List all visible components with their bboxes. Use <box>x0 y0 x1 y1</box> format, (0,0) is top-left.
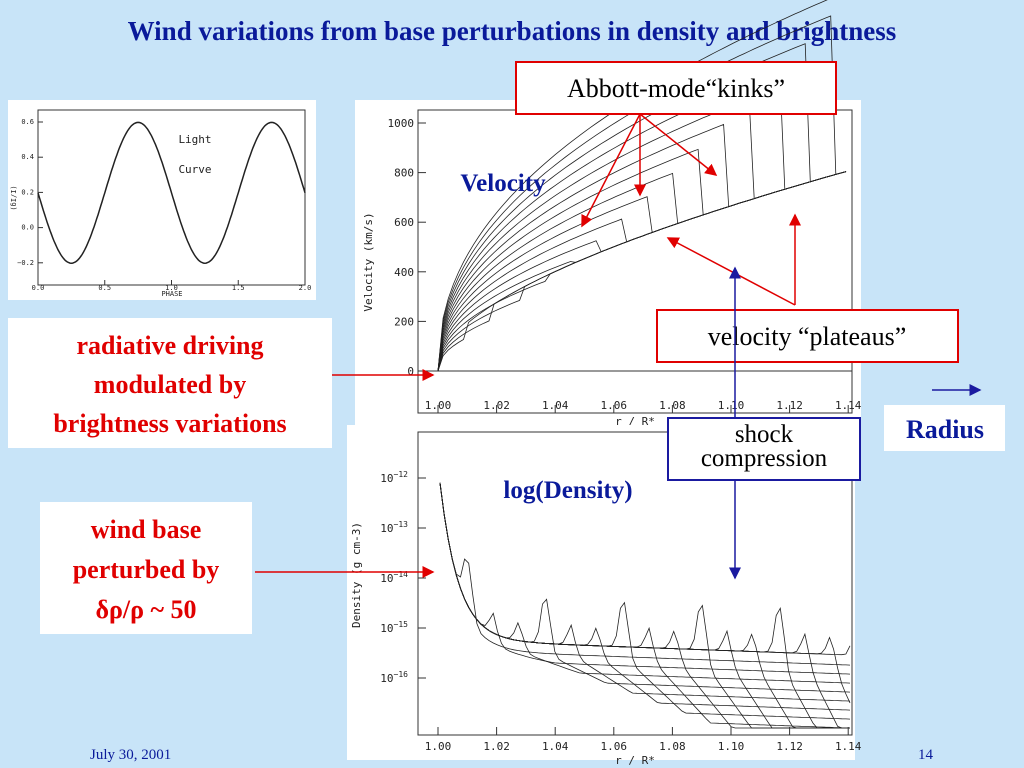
tick-base: 10 <box>380 622 393 635</box>
light-curve-panel <box>8 100 316 300</box>
x-tick-label: 1.06 <box>601 740 628 753</box>
x-tick-label: 1.02 <box>483 399 510 412</box>
radius-text: Radius <box>906 415 984 444</box>
x-tick-label: 1.00 <box>425 399 452 412</box>
x-tick-label: 1.14 <box>835 399 862 412</box>
density-curve <box>439 482 851 675</box>
kinks-text: Abbott-mode“kinks” <box>567 74 785 103</box>
plateaus-text: velocity “plateaus” <box>708 322 907 351</box>
y-tick-label: 400 <box>394 266 414 279</box>
tick-base: 10 <box>380 572 393 585</box>
driving-text: radiative driving <box>76 331 263 360</box>
y-axis-label: Density (g cm-3) <box>350 522 363 628</box>
shock-text: compression <box>701 445 828 472</box>
x-tick-label: 1.12 <box>776 740 803 753</box>
tick-exponent: −14 <box>394 570 409 579</box>
x-tick-label: 1.04 <box>542 399 569 412</box>
y-tick-label: 10−16 <box>380 670 408 685</box>
y-tick-label: 10−14 <box>380 570 408 585</box>
x-tick-label: 1.08 <box>659 740 686 753</box>
velocity-panel <box>355 100 861 425</box>
x-tick-label: 0.5 <box>98 284 111 292</box>
base-box <box>40 502 252 634</box>
y-tick-label: 600 <box>394 216 414 229</box>
x-tick-label: 1.06 <box>601 399 628 412</box>
radius-box <box>884 405 1005 451</box>
driving-text: modulated by <box>94 370 246 399</box>
shock-box <box>667 417 861 481</box>
density-curve <box>439 482 851 684</box>
x-tick-label: 1.10 <box>718 740 745 753</box>
footer-page: 14 <box>918 747 934 763</box>
velocity-label: Velocity <box>460 170 546 197</box>
driving-text: brightness variations <box>53 409 286 438</box>
y-tick-label: 10−15 <box>380 620 408 635</box>
y-tick-label: 800 <box>394 167 414 180</box>
plateaus-box <box>656 309 959 363</box>
x-tick-label: 1.14 <box>835 740 862 753</box>
kinks-box <box>515 61 837 115</box>
light-curve-label: Curve <box>178 163 211 176</box>
base-text: δρ/ρ ~ 50 <box>95 595 196 624</box>
tick-exponent: −15 <box>394 620 409 629</box>
tick-base: 10 <box>380 522 393 535</box>
x-tick-label: 2.0 <box>299 284 312 292</box>
x-tick-label: 1.0 <box>165 284 178 292</box>
y-tick-label: 0.6 <box>21 118 34 126</box>
x-tick-label: 1.12 <box>776 399 803 412</box>
x-tick-label: 1.00 <box>425 740 452 753</box>
density-curve <box>439 482 851 666</box>
base-text: wind base <box>91 515 202 544</box>
y-tick-label: 1000 <box>388 117 415 130</box>
tick-exponent: −16 <box>394 670 409 679</box>
x-axis-label: r / R* <box>615 754 655 767</box>
velocity-curve <box>437 98 847 372</box>
shock-text: shock <box>735 421 794 448</box>
x-tick-label: 0.0 <box>32 284 45 292</box>
x-tick-label: 1.5 <box>232 284 245 292</box>
driving-box <box>8 318 332 448</box>
x-tick-label: 1.10 <box>718 399 745 412</box>
light-curve-label: Light <box>178 133 211 146</box>
y-tick-label: 200 <box>394 315 414 328</box>
density-frame <box>417 431 853 736</box>
x-axis-label: r / R* <box>615 415 655 428</box>
x-tick-label: 1.02 <box>483 740 510 753</box>
base-text: perturbed by <box>73 555 220 584</box>
footer-date: July 30, 2001 <box>90 747 171 763</box>
y-axis-label: (δI/I) <box>10 185 18 210</box>
light-curve-line <box>37 121 306 264</box>
density-curve <box>439 482 851 656</box>
tick-exponent: −13 <box>394 520 409 529</box>
velocity-curve <box>437 43 847 372</box>
y-tick-label: 10−13 <box>380 520 408 535</box>
x-tick-label: 1.04 <box>542 740 569 753</box>
x-tick-label: 1.08 <box>659 399 686 412</box>
tick-exponent: −12 <box>394 470 409 479</box>
y-tick-label: 0.2 <box>21 188 34 196</box>
tick-base: 10 <box>380 472 393 485</box>
y-axis-label: Velocity (km/s) <box>362 212 375 311</box>
y-tick-label: 0.4 <box>21 153 34 161</box>
tick-base: 10 <box>380 672 393 685</box>
y-tick-label: 10−12 <box>380 470 408 485</box>
density-label: log(Density) <box>503 477 632 504</box>
x-axis-label: PHASE <box>161 290 182 298</box>
y-tick-label: 0.0 <box>21 224 34 232</box>
y-tick-label: 0 <box>407 365 414 378</box>
slide-title: Wind variations from base perturbations … <box>128 16 897 46</box>
y-tick-label: −0.2 <box>17 259 34 267</box>
